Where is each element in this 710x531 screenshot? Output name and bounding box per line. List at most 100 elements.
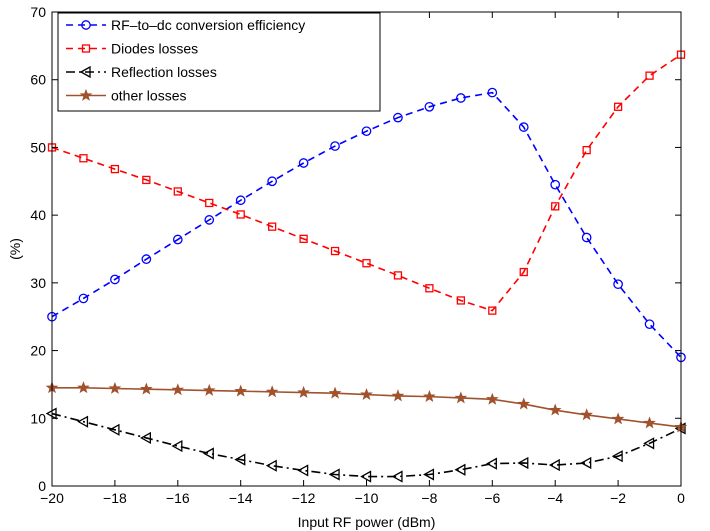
data-point bbox=[551, 202, 560, 211]
data-point bbox=[360, 470, 372, 483]
legend: RF–to–dc conversion efficiency Diodes los… bbox=[57, 12, 381, 112]
x-tick-label: −18 bbox=[103, 490, 127, 506]
data-point bbox=[265, 385, 279, 398]
data-point bbox=[391, 470, 403, 483]
data-point bbox=[518, 122, 529, 132]
data-point bbox=[391, 389, 405, 402]
x-tick-label: −2 bbox=[610, 490, 626, 506]
y-axis-label: (%) bbox=[7, 238, 23, 260]
y-tick-label: 60 bbox=[30, 72, 46, 88]
data-point bbox=[140, 431, 152, 445]
data-point bbox=[171, 439, 183, 453]
x-tick-label: −14 bbox=[229, 490, 253, 506]
data-point bbox=[108, 423, 120, 436]
data-point bbox=[644, 319, 655, 330]
data-point bbox=[108, 381, 122, 394]
data-point bbox=[548, 458, 560, 472]
data-point bbox=[550, 179, 561, 190]
series-line bbox=[51, 91, 682, 358]
data-point bbox=[611, 412, 625, 425]
series-line bbox=[51, 53, 682, 312]
data-point bbox=[79, 65, 91, 79]
x-tick-label: 0 bbox=[677, 490, 685, 506]
data-point bbox=[519, 267, 528, 277]
legend-entry: RF–to–dc conversion efficiency bbox=[111, 17, 305, 33]
data-point bbox=[173, 187, 182, 196]
y-tick-label: 30 bbox=[30, 275, 46, 291]
data-point bbox=[328, 386, 342, 399]
data-point bbox=[454, 463, 466, 476]
data-point bbox=[582, 145, 591, 155]
data-point bbox=[645, 71, 654, 80]
x-axis-label: Input RF power (dBm) bbox=[298, 514, 436, 530]
data-point bbox=[423, 389, 436, 402]
data-point bbox=[235, 195, 246, 206]
data-point bbox=[110, 274, 120, 285]
data-point bbox=[330, 141, 340, 151]
data-point bbox=[267, 176, 277, 187]
data-point bbox=[613, 279, 623, 290]
data-point bbox=[643, 416, 656, 429]
data-point bbox=[110, 164, 120, 174]
data-point bbox=[613, 102, 623, 111]
data-point bbox=[205, 198, 214, 208]
data-point bbox=[423, 468, 435, 481]
data-point bbox=[265, 459, 277, 472]
series bbox=[45, 381, 688, 433]
data-point bbox=[299, 234, 308, 243]
data-point bbox=[297, 464, 309, 477]
y-tick-label: 0 bbox=[38, 478, 46, 494]
data-point bbox=[456, 296, 466, 305]
data-point bbox=[485, 457, 497, 470]
data-point bbox=[580, 408, 593, 421]
data-point bbox=[81, 44, 91, 53]
data-point bbox=[330, 246, 340, 256]
data-point bbox=[77, 381, 90, 394]
y-tick-label: 10 bbox=[30, 410, 46, 426]
data-point bbox=[454, 391, 468, 404]
y-tick-label: 50 bbox=[30, 139, 46, 155]
data-point bbox=[488, 306, 497, 315]
data-point bbox=[362, 259, 371, 268]
x-tick-label: −16 bbox=[166, 490, 190, 506]
y-tick-label: 70 bbox=[30, 4, 46, 20]
axes: −20 −18 −16 −14 −12 −10 −8 −6 −4 −2 00102030405060… bbox=[30, 4, 685, 506]
data-point bbox=[77, 415, 89, 428]
data-point bbox=[517, 456, 529, 470]
data-point bbox=[487, 87, 498, 98]
data-point bbox=[267, 222, 277, 231]
data-point bbox=[202, 447, 214, 460]
data-point bbox=[297, 385, 310, 398]
data-point bbox=[298, 158, 309, 168]
legend-entry: Diodes losses bbox=[111, 41, 198, 57]
data-point bbox=[328, 468, 340, 481]
series-group bbox=[45, 50, 688, 483]
x-tick-label: −6 bbox=[484, 490, 500, 506]
data-point bbox=[611, 450, 623, 463]
series-line bbox=[51, 412, 682, 478]
data-point bbox=[234, 453, 246, 466]
x-tick-label: −12 bbox=[292, 490, 316, 506]
data-point bbox=[202, 383, 216, 396]
data-point bbox=[79, 154, 88, 163]
data-point bbox=[517, 397, 531, 410]
data-point bbox=[485, 392, 499, 405]
x-tick-label: −8 bbox=[421, 490, 437, 506]
x-tick-label: −4 bbox=[547, 490, 563, 506]
data-point bbox=[234, 384, 248, 397]
data-point bbox=[172, 234, 183, 245]
plot-frame bbox=[51, 11, 682, 487]
data-point bbox=[79, 88, 93, 101]
data-point bbox=[360, 387, 373, 400]
data-point bbox=[643, 437, 655, 450]
data-point bbox=[142, 175, 151, 185]
legend-entry: other losses bbox=[111, 88, 186, 104]
data-point bbox=[171, 383, 185, 396]
data-point bbox=[204, 215, 215, 225]
x-tick-label: −20 bbox=[40, 490, 64, 506]
data-point bbox=[361, 126, 372, 137]
y-tick-label: 20 bbox=[30, 343, 46, 359]
data-point bbox=[425, 284, 434, 293]
data-point bbox=[548, 403, 562, 416]
